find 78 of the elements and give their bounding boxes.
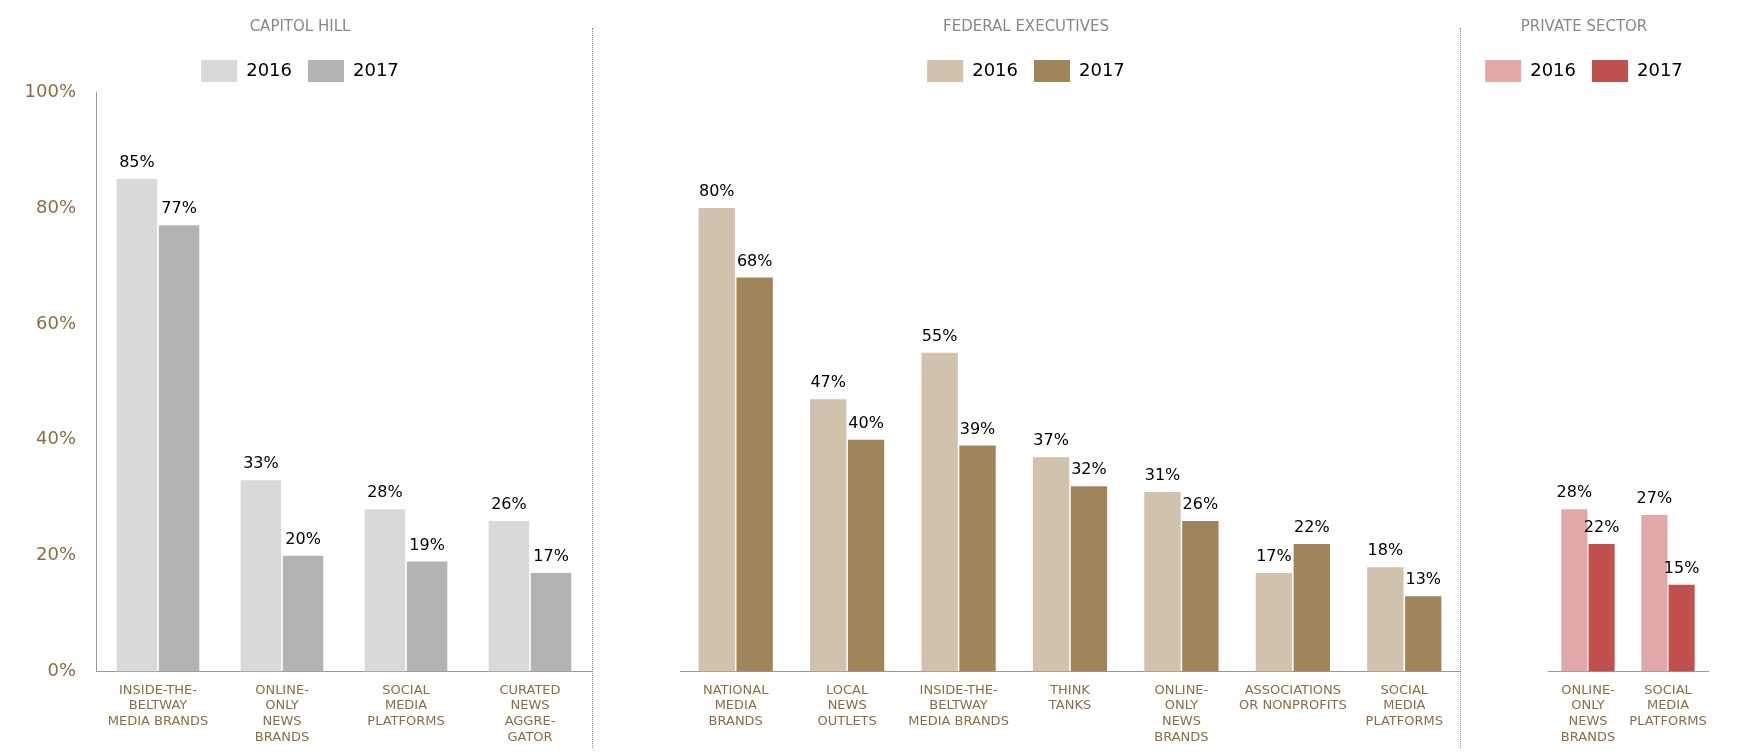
data-label: 26% <box>1182 494 1219 514</box>
y-tick-label: 20% <box>35 543 76 565</box>
x-tick-label: ASSOCIATIONS OR NONPROFITS <box>1239 681 1347 713</box>
data-label: 15% <box>1663 557 1700 577</box>
bar <box>736 277 773 672</box>
bar <box>1182 520 1219 672</box>
data-label: 40% <box>848 412 884 432</box>
data-label: 31% <box>1144 465 1181 485</box>
legend-label: 2016 <box>246 58 292 80</box>
chart-title: PRIVATE SECTOR <box>1520 16 1648 35</box>
data-label: 26% <box>491 494 527 514</box>
legend-label: 2017 <box>1079 58 1125 80</box>
bar <box>488 520 530 672</box>
data-label: 85% <box>119 152 155 172</box>
bar <box>1144 491 1181 672</box>
data-label: 22% <box>1294 517 1330 537</box>
data-label: 13% <box>1405 569 1442 589</box>
bar <box>530 573 572 672</box>
x-tick-label: SOCIAL MEDIA PLATFORMS <box>367 681 445 728</box>
data-label: 17% <box>1256 546 1292 566</box>
data-label: 22% <box>1583 517 1620 537</box>
x-tick-label: SOCIAL MEDIA PLATFORMS <box>1629 681 1707 728</box>
y-tick-label: 100% <box>24 79 76 101</box>
bar <box>1070 486 1108 672</box>
data-label: 19% <box>409 534 445 554</box>
chart-title: FEDERAL EXECUTIVES <box>943 16 1109 35</box>
x-tick-label: INSIDE-THE- BELTWAY MEDIA BRANDS <box>107 681 209 728</box>
y-tick-label: 80% <box>35 195 76 217</box>
data-label: 47% <box>810 372 846 392</box>
bar <box>282 555 324 672</box>
data-label: 68% <box>736 250 773 270</box>
bar <box>1293 544 1330 672</box>
x-tick-label: THINK TANKS <box>1047 681 1092 713</box>
bar <box>921 352 958 672</box>
bar <box>810 399 847 672</box>
y-tick-label: 60% <box>35 311 76 333</box>
x-tick-label: ONLINE- ONLY NEWS BRANDS <box>254 681 310 744</box>
data-label: 27% <box>1636 488 1673 508</box>
bar <box>1668 584 1695 672</box>
x-tick-label: INSIDE-THE- BELTWAY MEDIA BRANDS <box>908 681 1009 728</box>
bar <box>1367 567 1404 672</box>
bar <box>1405 596 1442 672</box>
bar <box>847 439 885 672</box>
bar <box>364 509 406 672</box>
bar <box>240 480 282 672</box>
data-label: 17% <box>533 546 569 566</box>
data-label: 28% <box>1556 482 1593 502</box>
bar <box>698 207 735 672</box>
bar <box>158 225 200 672</box>
chart-title: CAPITOL HILL <box>249 16 351 35</box>
x-tick-label: NATIONAL MEDIA BRANDS <box>702 681 770 728</box>
bar <box>1032 457 1070 672</box>
x-tick-label: CURATED NEWS AGGRE- GATOR <box>499 681 561 744</box>
bar <box>1588 544 1615 672</box>
data-label: 18% <box>1367 540 1404 560</box>
data-label: 77% <box>161 198 197 218</box>
data-label: 28% <box>367 482 403 502</box>
data-label: 80% <box>698 181 735 201</box>
x-tick-label: LOCAL NEWS OUTLETS <box>817 681 877 728</box>
bar <box>116 178 158 672</box>
legend-label: 2017 <box>1637 58 1683 80</box>
data-label: 33% <box>243 453 279 473</box>
x-tick-label: SOCIAL MEDIA PLATFORMS <box>1365 681 1443 728</box>
bar <box>959 445 996 672</box>
y-tick-label: 0% <box>47 659 76 681</box>
legend-label: 2017 <box>353 58 399 80</box>
data-label: 39% <box>959 418 996 438</box>
y-tick-label: 40% <box>35 427 76 449</box>
data-label: 20% <box>285 528 321 548</box>
legend-label: 2016 <box>972 58 1018 80</box>
x-tick-label: ONLINE- ONLY NEWS BRANDS <box>1154 681 1209 744</box>
bar <box>406 561 448 672</box>
bar <box>1255 573 1293 672</box>
legend-label: 2016 <box>1530 58 1576 80</box>
x-tick-label: ONLINE- ONLY NEWS BRANDS <box>1560 681 1616 744</box>
data-label: 37% <box>1033 430 1069 450</box>
data-label: 55% <box>921 325 958 345</box>
data-label: 32% <box>1071 459 1107 479</box>
